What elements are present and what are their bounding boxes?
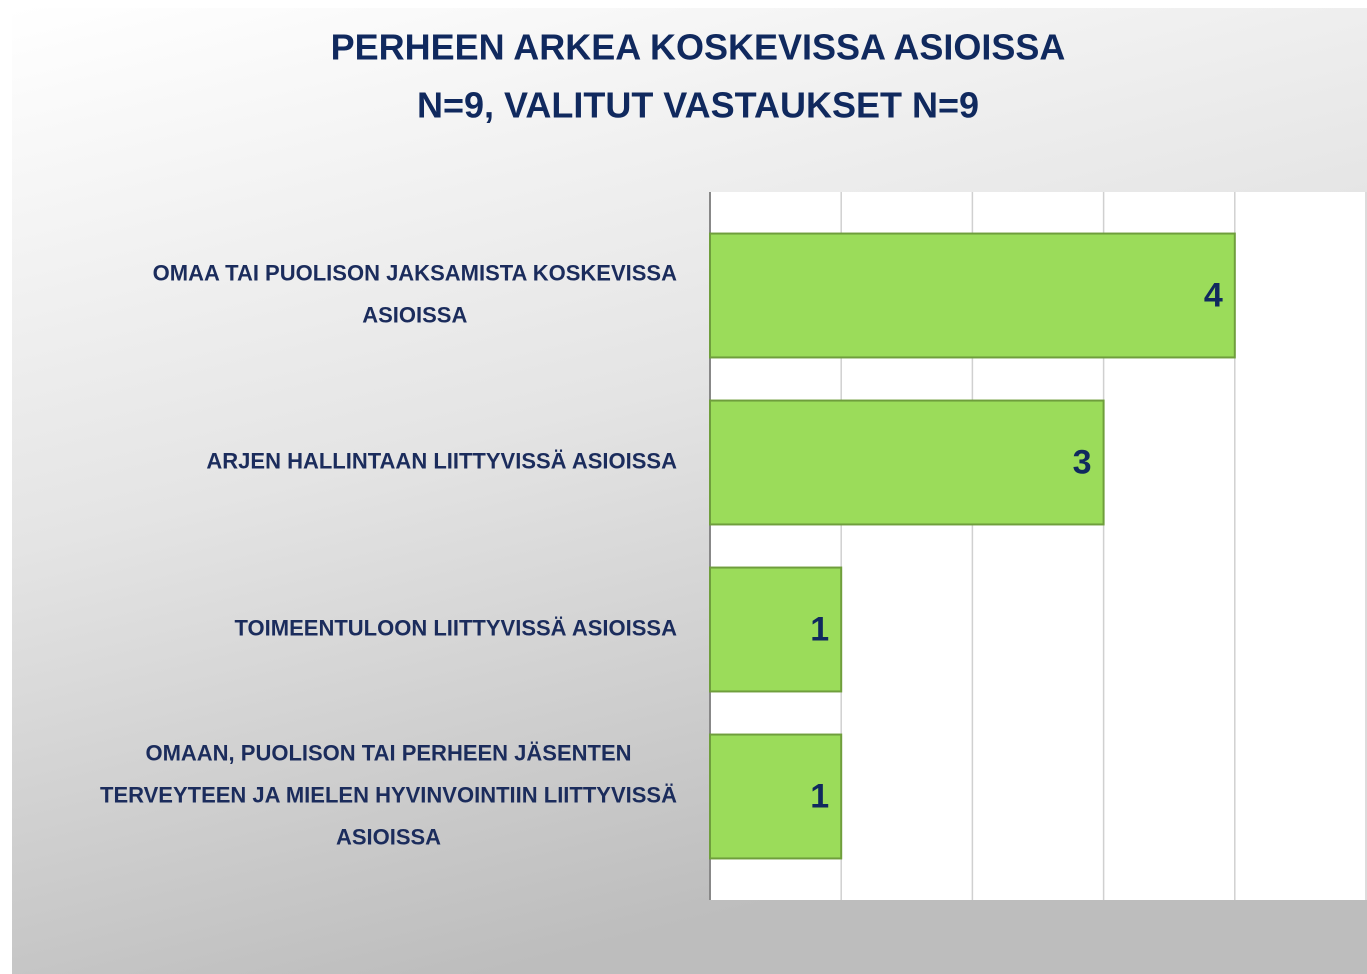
bar [709, 399, 1105, 526]
category-label: OMAA TAI PUOLISON JAKSAMISTA KOSKEVISSA A… [153, 260, 677, 327]
category-label: OMAAN, PUOLISON TAI PERHEEN JÄSENTEN TERV… [100, 740, 677, 849]
value-label: 4 [1204, 276, 1223, 314]
value-label: 1 [810, 610, 829, 648]
category-label: ARJEN HALLINTAAN LIITTYVISSÄ ASIOISSA [206, 448, 677, 473]
value-label: 3 [1073, 443, 1092, 481]
bar [709, 566, 843, 693]
bar [709, 232, 1236, 359]
chart-subtitle: N=9, VALITUT VASTAUKSET N=9 [417, 85, 979, 126]
value-label: 1 [810, 777, 829, 815]
bar [709, 733, 843, 860]
chart-title: PERHEEN ARKEA KOSKEVISSA ASIOISSA [331, 27, 1066, 68]
category-label: TOIMEENTULOON LIITTYVISSÄ ASIOISSA [235, 615, 678, 640]
